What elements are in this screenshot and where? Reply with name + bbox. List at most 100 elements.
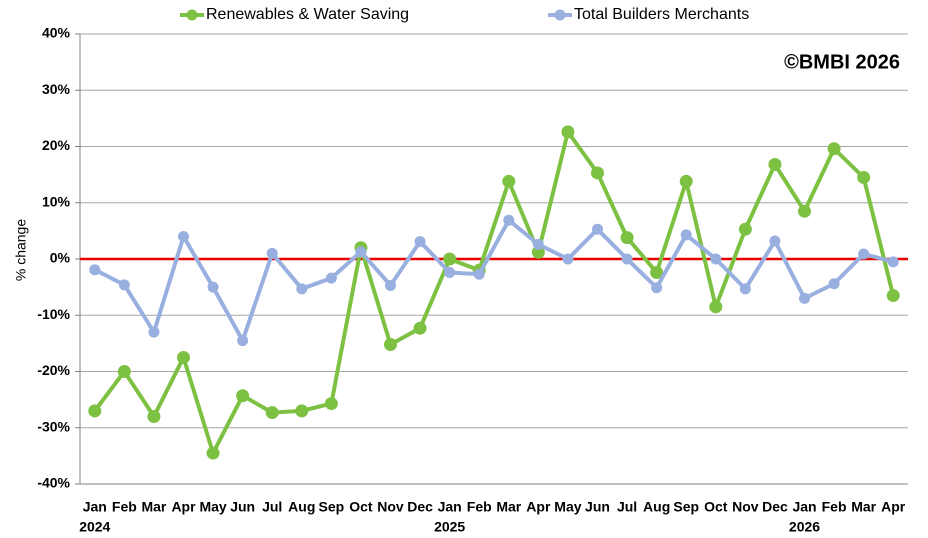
point — [413, 321, 427, 335]
x-tick-label: Jan — [792, 499, 816, 515]
point — [237, 335, 249, 347]
point — [886, 289, 900, 303]
point — [295, 404, 309, 418]
point — [799, 292, 810, 304]
x-tick-label: Jun — [230, 499, 255, 515]
point — [591, 166, 604, 180]
point — [88, 404, 102, 418]
legend-marker — [554, 9, 566, 21]
y-tick-label: 0% — [50, 250, 71, 266]
point — [444, 267, 456, 278]
point — [384, 338, 397, 351]
x-tick-label: Nov — [732, 499, 759, 515]
y-tick-label: -10% — [37, 306, 70, 322]
y-axis-label: % change — [13, 219, 29, 281]
point — [296, 283, 308, 295]
x-tick-label: Aug — [643, 499, 670, 515]
point — [207, 281, 219, 293]
x-tick-label: Apr — [881, 499, 906, 515]
x-tick-label: Feb — [467, 499, 492, 515]
y-tick-label: -20% — [37, 362, 70, 378]
point — [768, 158, 782, 171]
x-tick-label: Mar — [851, 499, 876, 515]
point — [709, 300, 723, 314]
point — [414, 236, 426, 248]
point — [828, 278, 840, 290]
point — [857, 170, 871, 184]
legend-label: Total Builders Merchants — [574, 6, 749, 23]
point — [147, 410, 161, 423]
x-tick-label: Apr — [171, 499, 196, 515]
point — [118, 279, 130, 291]
point — [206, 446, 220, 460]
point — [739, 283, 751, 295]
y-tick-label: 10% — [42, 193, 71, 209]
x-tick-label: Sep — [319, 499, 345, 515]
x-tick-label: Mar — [141, 499, 166, 515]
series-line — [93, 218, 894, 343]
legend-marker — [186, 9, 198, 21]
point — [592, 223, 603, 235]
point — [769, 235, 781, 247]
point — [265, 406, 279, 420]
point — [502, 174, 516, 188]
x-tick-label: Sep — [673, 499, 699, 515]
point — [650, 266, 664, 279]
point — [620, 231, 634, 245]
x-tick-label: Feb — [112, 499, 137, 515]
point — [324, 397, 338, 411]
x-tick-label: Oct — [704, 499, 728, 515]
x-tick-label: Jun — [585, 499, 610, 515]
legend-label: Renewables & Water Saving — [206, 6, 409, 23]
point — [355, 246, 367, 258]
x-tick-label: Jul — [617, 499, 637, 515]
point — [621, 253, 633, 265]
point — [385, 279, 396, 291]
point — [325, 272, 337, 284]
point — [710, 253, 722, 265]
copyright: ©BMBI 2026 — [784, 51, 900, 73]
x-tick-label: Jan — [438, 499, 462, 515]
x-tick-label: Aug — [288, 499, 315, 515]
point — [561, 125, 575, 139]
year-label: 2024 — [79, 519, 110, 535]
y-tick-label: 20% — [42, 137, 71, 153]
x-tick-label: Mar — [496, 499, 521, 515]
x-tick-label: Dec — [762, 499, 788, 515]
point — [266, 247, 278, 259]
x-tick-label: May — [199, 499, 226, 515]
point — [562, 253, 574, 265]
point — [798, 204, 811, 218]
point — [236, 389, 250, 403]
x-tick-label: Jul — [262, 499, 282, 515]
year-label: 2025 — [434, 519, 465, 535]
point — [89, 264, 101, 276]
point — [503, 214, 515, 226]
x-tick-label: Oct — [349, 499, 373, 515]
point — [531, 245, 545, 259]
point — [651, 282, 663, 294]
y-tick-label: 30% — [42, 81, 71, 97]
point — [679, 174, 693, 188]
year-label: 2026 — [789, 519, 820, 535]
y-tick-label: -40% — [37, 475, 70, 491]
point — [117, 365, 131, 378]
point — [473, 268, 485, 280]
point — [858, 248, 870, 260]
x-tick-label: Dec — [407, 499, 433, 515]
point — [532, 238, 544, 250]
point — [680, 229, 692, 241]
point — [148, 326, 160, 338]
x-tick-label: Feb — [822, 499, 847, 515]
x-tick-label: Nov — [377, 499, 404, 515]
x-tick-label: Apr — [526, 499, 551, 515]
y-tick-label: -30% — [37, 418, 70, 434]
point — [827, 142, 841, 156]
series-line — [93, 129, 896, 456]
point — [178, 231, 189, 242]
point — [443, 252, 457, 266]
y-tick-label: 40% — [42, 25, 71, 41]
point — [738, 222, 752, 236]
